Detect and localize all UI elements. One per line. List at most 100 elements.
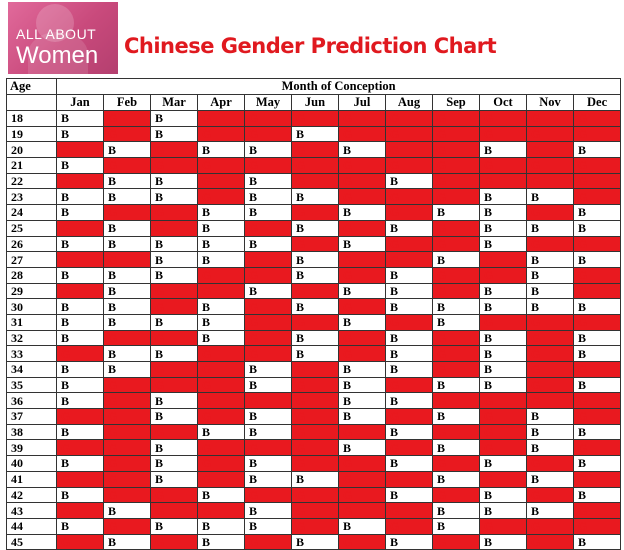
prediction-cell: B xyxy=(432,517,480,535)
prediction-cell: G xyxy=(103,125,151,143)
prediction-cell: G xyxy=(291,439,339,457)
logo-line-1: ALL ABOUT xyxy=(16,26,97,42)
prediction-cell: B xyxy=(572,376,622,394)
age-cell: 35 xyxy=(6,376,57,394)
prediction-cell: G xyxy=(197,361,245,378)
prediction-cell: B xyxy=(479,141,527,159)
prediction-cell: G xyxy=(244,392,292,410)
table-row: 27 G G B B G B G G B G B B xyxy=(6,251,622,268)
all-about-women-logo[interactable]: ALL ABOUT Women xyxy=(8,2,118,76)
prediction-cell: G xyxy=(291,235,339,253)
prediction-cell: B xyxy=(103,219,151,237)
prediction-cell: B xyxy=(150,392,198,410)
prediction-cell: B xyxy=(197,329,245,347)
prediction-cell: G xyxy=(150,329,198,347)
prediction-cell: G xyxy=(56,533,104,550)
prediction-cell: G xyxy=(197,125,245,143)
prediction-cell: G xyxy=(338,172,386,190)
prediction-cell: B xyxy=(572,329,622,347)
table-row: 35 B G G G B G B G B B G B xyxy=(6,376,622,394)
prediction-cell: G xyxy=(338,533,386,550)
prediction-cell: G xyxy=(197,502,245,519)
prediction-cell: B xyxy=(526,408,574,425)
age-cell: 40 xyxy=(6,455,57,472)
prediction-cell: G xyxy=(479,517,527,535)
prediction-cell: G xyxy=(338,188,386,206)
prediction-cell: G xyxy=(103,470,151,488)
month-header-may: May xyxy=(244,94,292,111)
prediction-cell: G xyxy=(385,188,433,206)
prediction-cell: G xyxy=(432,219,480,237)
prediction-cell: B xyxy=(526,219,574,237)
prediction-cell: B xyxy=(56,423,104,441)
prediction-cell: G xyxy=(103,423,151,441)
prediction-cell: G xyxy=(150,502,198,519)
prediction-cell: G xyxy=(291,502,339,519)
prediction-cell: B xyxy=(244,423,292,441)
prediction-cell: B xyxy=(197,219,245,237)
prediction-cell: G xyxy=(103,486,151,504)
month-header-oct: Oct xyxy=(479,94,527,111)
table-row: 23 B B B G B B G G G B B G xyxy=(6,188,622,206)
prediction-cell: G xyxy=(197,188,245,206)
prediction-cell: B xyxy=(56,110,104,127)
prediction-cell: B xyxy=(385,282,433,300)
table-row: 36 B G B G G G B B G G G G xyxy=(6,392,622,410)
prediction-cell: G xyxy=(56,470,104,488)
prediction-cell: B xyxy=(385,533,433,550)
prediction-cell: B xyxy=(572,219,622,237)
prediction-cell: G xyxy=(385,439,433,457)
prediction-cell: B xyxy=(244,376,292,394)
table-row: 21 B G G G G G G G G G G G xyxy=(6,157,622,174)
table-row: 43 G B G G B G G G B B B G xyxy=(6,502,622,519)
prediction-cell: B xyxy=(338,141,386,159)
prediction-cell: B xyxy=(338,408,386,425)
prediction-cell: G xyxy=(291,172,339,190)
prediction-cell: B xyxy=(150,408,198,425)
prediction-cell: G xyxy=(526,455,574,472)
prediction-cell: B xyxy=(244,361,292,378)
prediction-cell: G xyxy=(572,157,622,174)
prediction-cell: G xyxy=(572,502,622,519)
prediction-cell: B xyxy=(526,439,574,457)
gender-prediction-table: Age Month of Conception Jan Feb Mar Apr May J… xyxy=(6,78,622,550)
table-row: 19 B G B G G B G G G G G G xyxy=(6,125,622,143)
prediction-cell: B xyxy=(291,298,339,315)
prediction-cell: G xyxy=(572,282,622,300)
prediction-cell: G xyxy=(338,470,386,488)
table-row: 34 B B G G B G B B G B G G xyxy=(6,361,622,378)
prediction-cell: B xyxy=(432,439,480,457)
prediction-cell: G xyxy=(291,157,339,174)
prediction-cell: G xyxy=(291,313,339,331)
prediction-cell: B xyxy=(479,329,527,347)
prediction-cell: G xyxy=(197,157,245,174)
age-cell: 34 xyxy=(6,361,57,378)
age-cell: 27 xyxy=(6,251,57,268)
prediction-cell: G xyxy=(244,486,292,504)
prediction-cell: G xyxy=(526,533,574,550)
prediction-cell: G xyxy=(197,470,245,488)
prediction-cell: G xyxy=(338,329,386,347)
table-row: 33 G B B G G B G B G B G B xyxy=(6,345,622,362)
prediction-cell: B xyxy=(385,455,433,472)
woman-silhouette-icon xyxy=(36,4,74,42)
prediction-cell: B xyxy=(479,235,527,253)
table-row: 37 G G B G B G B G B G B G xyxy=(6,408,622,425)
prediction-cell: B xyxy=(526,423,574,441)
prediction-cell: G xyxy=(572,408,622,425)
prediction-cell: B xyxy=(103,188,151,206)
prediction-cell: G xyxy=(432,110,480,127)
prediction-cell: G xyxy=(56,282,104,300)
prediction-cell: G xyxy=(432,329,480,347)
prediction-cell: G xyxy=(150,486,198,504)
month-header-dec: Dec xyxy=(572,94,622,111)
prediction-cell: B xyxy=(103,282,151,300)
prediction-cell: G xyxy=(572,313,622,331)
prediction-cell: B xyxy=(432,408,480,425)
prediction-cell: B xyxy=(244,502,292,519)
prediction-cell: G xyxy=(338,298,386,315)
prediction-cell: B xyxy=(338,392,386,410)
prediction-cell: B xyxy=(150,235,198,253)
age-cell: 26 xyxy=(6,235,57,253)
prediction-cell: G xyxy=(338,423,386,441)
